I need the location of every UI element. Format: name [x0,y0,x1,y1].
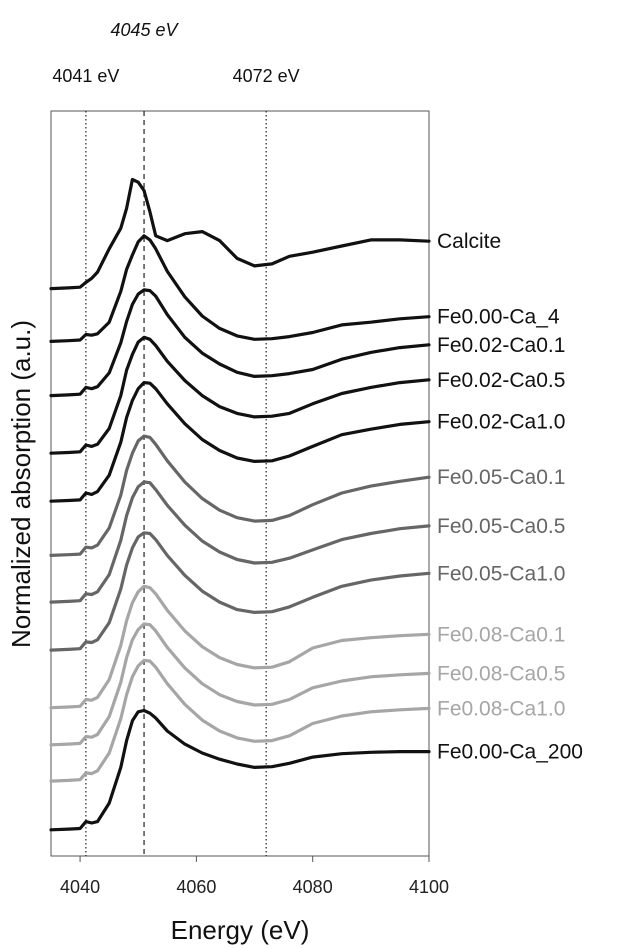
series-label-3: Fe0.02-Ca0.5 [437,369,565,392]
series-line-6 [49,480,431,604]
series-line-0 [49,177,431,291]
series-label-4: Fe0.02-Ca1.0 [437,411,565,434]
series-label-10: Fe0.08-Ca1.0 [437,697,565,720]
series-label-1: Fe0.00-Ca_4 [437,306,560,329]
series-lines [49,177,431,832]
x-tick-label-3: 4100 [409,877,449,897]
series-line-3 [49,335,431,455]
series-label-11: Fe0.00-Ca_200 [437,741,583,764]
reference-line-label-2: 4072 eV [233,66,300,86]
reference-lines: 4041 eV 4045 eV 4072 eV [52,20,300,856]
series-line-4 [49,381,431,503]
series-line-2 [49,288,431,398]
reference-line-label-0: 4041 eV [52,66,119,86]
series-line-1 [49,234,431,343]
series-label-7: Fe0.05-Ca1.0 [437,562,565,585]
series-line-9 [49,622,431,747]
x-tick-label-2: 4080 [293,877,333,897]
series-label-5: Fe0.05-Ca0.1 [437,466,565,489]
reference-line-label-1: 4045 eV [111,20,180,40]
x-axis-ticks: 4040 4060 4080 4100 [60,856,449,897]
series-line-8 [49,584,431,710]
x-tick-label-1: 4060 [176,877,216,897]
series-label-0: Calcite [437,230,501,253]
series-line-5 [49,434,431,557]
y-axis-title: Normalized absorption (a.u.) [6,320,36,648]
series-labels: Calcite Fe0.00-Ca_4 Fe0.02-Ca0.1 Fe0.02-Ca0… [437,230,583,763]
series-line-10 [49,658,431,783]
series-label-9: Fe0.08-Ca0.5 [437,662,565,685]
x-tick-label-0: 4040 [60,877,100,897]
series-label-2: Fe0.02-Ca0.1 [437,334,565,357]
series-line-11 [49,708,431,832]
plot-frame [50,110,430,857]
series-label-8: Fe0.08-Ca0.1 [437,623,565,646]
series-label-6: Fe0.05-Ca0.5 [437,515,565,538]
series-line-7 [49,531,431,652]
x-axis-title: Energy (eV) [171,915,310,945]
